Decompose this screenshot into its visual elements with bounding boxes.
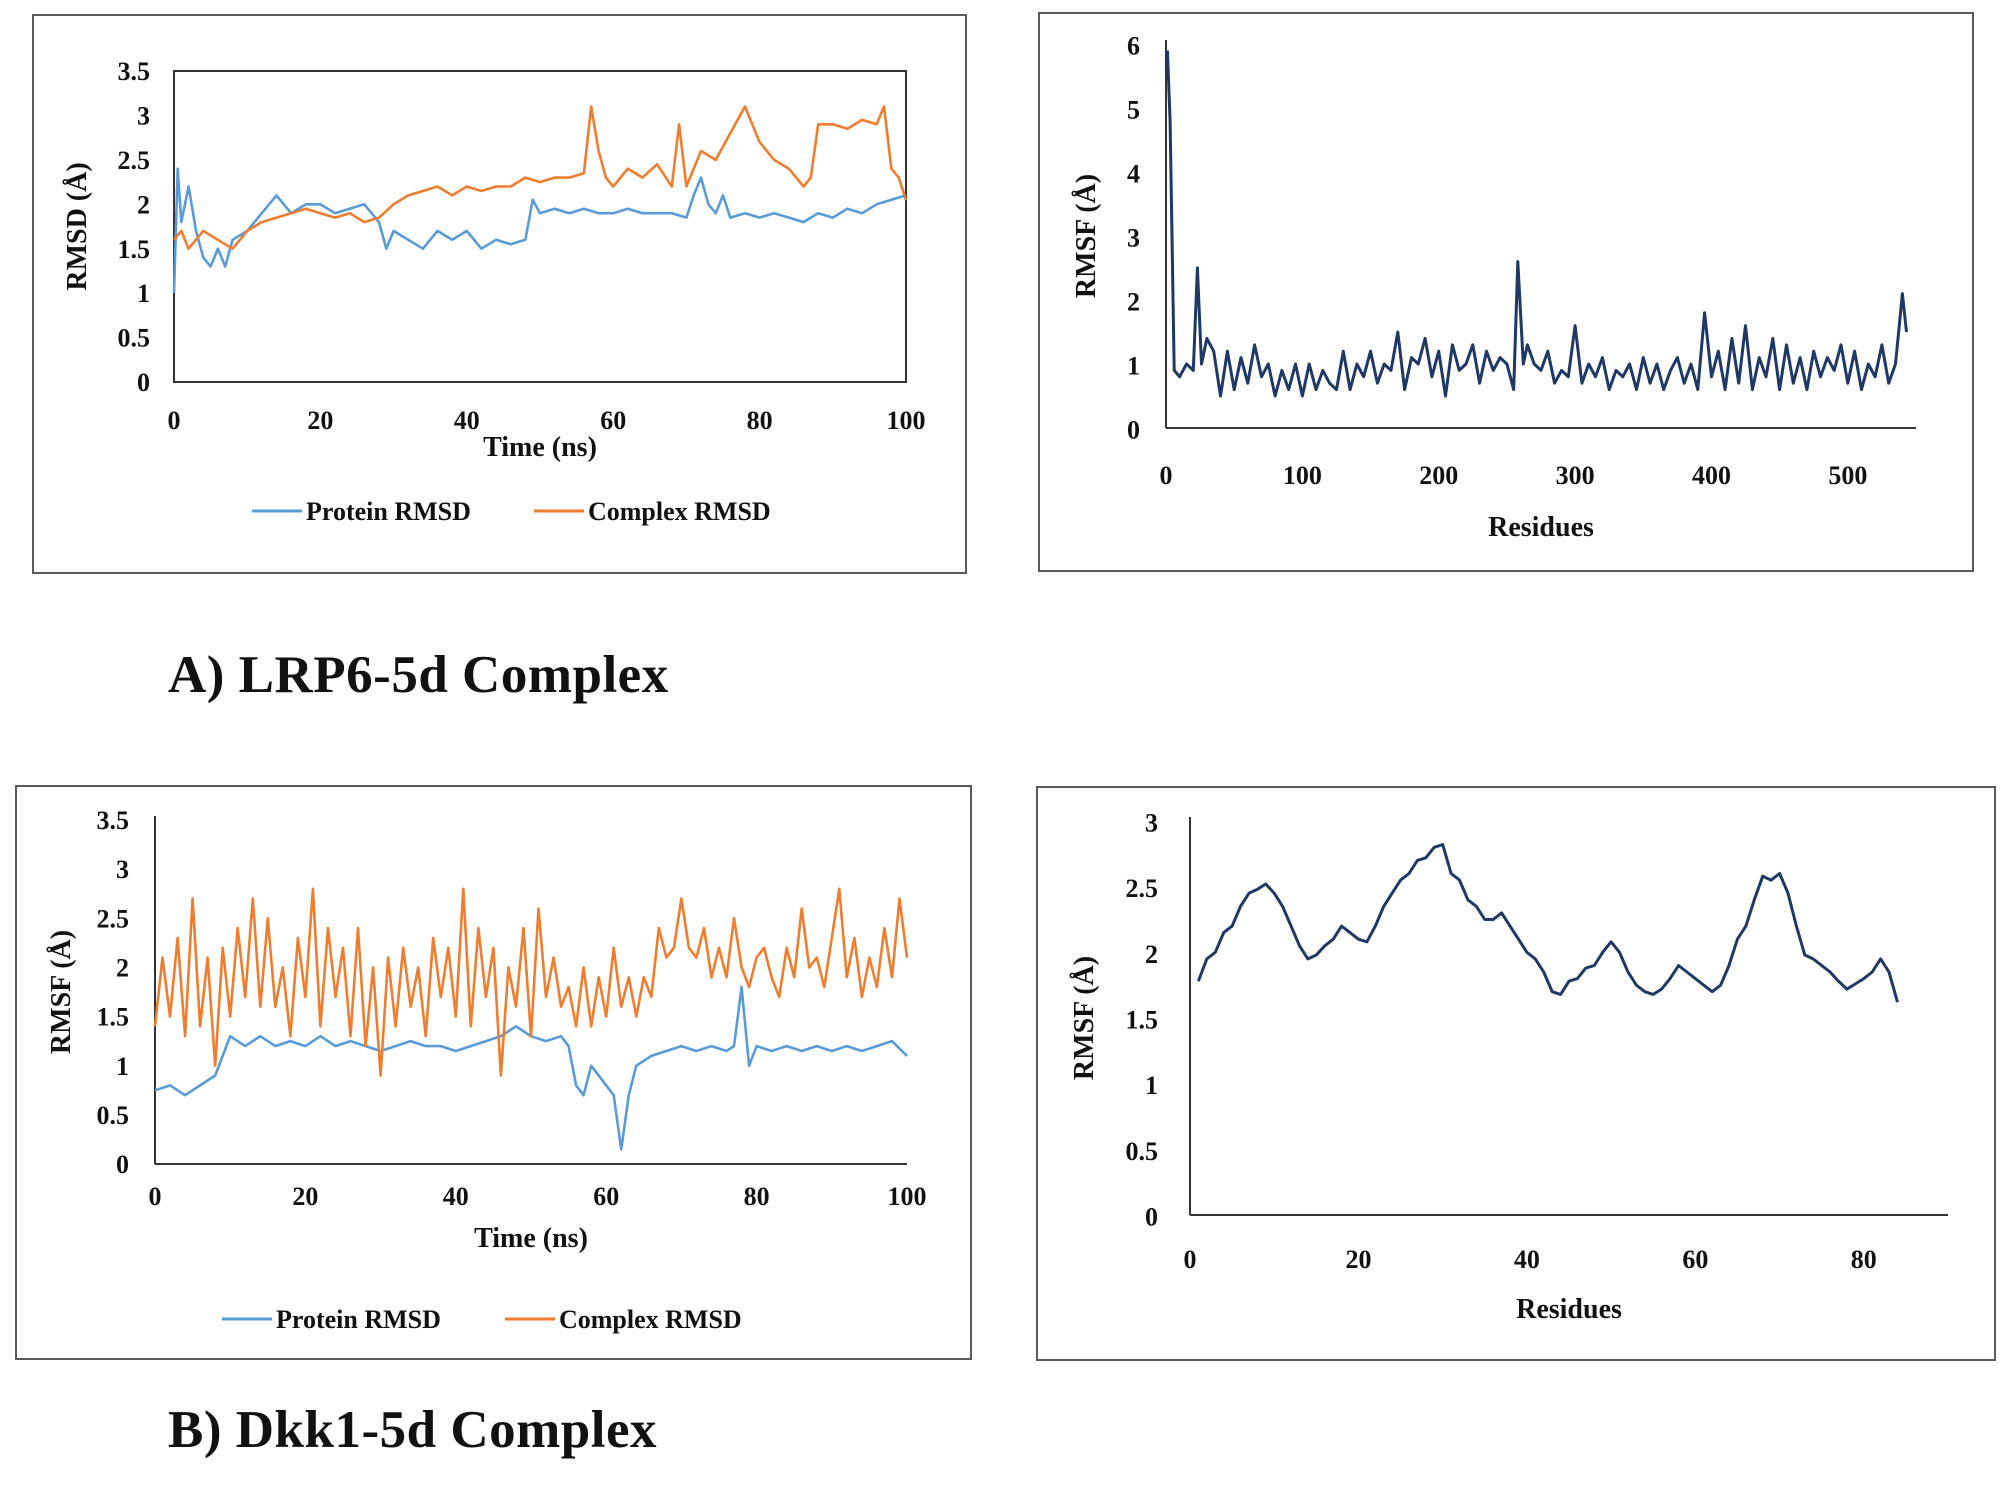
legend-label-protein: Protein RMSD — [276, 1305, 441, 1334]
x-axis-label: Time (ns) — [474, 1223, 588, 1254]
x-tick-label: 100 — [1283, 461, 1322, 490]
series-line-protein — [172, 167, 907, 294]
y-tick-label: 1.5 — [97, 1003, 130, 1032]
x-axis-label: Residues — [1488, 512, 1594, 543]
y-tick-label: 1 — [137, 279, 150, 308]
x-tick-label: 100 — [887, 406, 926, 435]
y-axis-label: RMSF (Å) — [1069, 956, 1100, 1080]
y-tick-label: 2 — [1127, 288, 1140, 317]
x-tick-label: 80 — [747, 406, 773, 435]
chart-a-rmsf: 0 1 2 3 4 5 6 0 100 200 300 400 500 Residues RMSF (Å) — [1071, 32, 1916, 543]
y-tick-label: 3.5 — [118, 57, 151, 86]
y-tick-label: 4 — [1127, 160, 1140, 189]
x-tick-label: 40 — [443, 1182, 469, 1211]
x-tick-label: 20 — [292, 1182, 318, 1211]
chart-panel-b-rmsd: 0 0.5 1 1.5 2 2.5 3 3.5 0 20 40 60 80 100 Time (ns) RMS… — [15, 785, 972, 1360]
y-tick-label: 5 — [1127, 96, 1140, 125]
plot-area-border — [173, 70, 907, 383]
y-tick-label: 2 — [1145, 940, 1158, 969]
x-tick-label: 100 — [888, 1182, 927, 1211]
y-tick-label: 2.5 — [118, 146, 151, 175]
y-tick-label: 0.5 — [1126, 1137, 1159, 1166]
x-tick-label: 300 — [1556, 461, 1595, 490]
x-tick-label: 0 — [149, 1182, 162, 1211]
x-tick-label: 40 — [1514, 1245, 1540, 1274]
y-tick-label: 0 — [137, 368, 150, 397]
y-tick-label: 1 — [1127, 352, 1140, 381]
chart-a-rmsd: 0 0.5 1 1.5 2 2.5 3 3.5 0 20 40 60 80 100 Time (ns) RMS… — [62, 57, 926, 526]
y-tick-label: 0.5 — [118, 324, 151, 353]
y-tick-label: 1 — [116, 1052, 129, 1081]
chart-panel-a-rmsd: 0 0.5 1 1.5 2 2.5 3 3.5 0 20 40 60 80 100 Time (ns) RMS… — [32, 14, 967, 574]
x-tick-label: 20 — [307, 406, 333, 435]
series-line-complex — [153, 887, 909, 1077]
x-tick-label: 40 — [454, 406, 480, 435]
y-axis-label: RMSF (Å) — [46, 930, 77, 1054]
x-tick-label: 20 — [1345, 1245, 1371, 1274]
y-tick-label: 0 — [1145, 1203, 1158, 1232]
y-tick-label: 0.5 — [97, 1101, 130, 1130]
y-axis-label: RMSD (Å) — [62, 162, 93, 290]
legend-label-complex: Complex RMSD — [559, 1305, 742, 1334]
y-tick-label: 2.5 — [97, 904, 130, 933]
y-tick-label: 0 — [1127, 416, 1140, 445]
x-tick-label: 400 — [1692, 461, 1731, 490]
caption-b: B) Dkk1-5d Complex — [168, 1401, 658, 1459]
x-tick-label: 0 — [1160, 461, 1173, 490]
caption-a: A) LRP6-5d Complex — [168, 646, 669, 704]
x-tick-label: 80 — [744, 1182, 770, 1211]
x-tick-label: 0 — [1184, 1245, 1197, 1274]
chart-b-rmsf: 0 0.5 1 1.5 2 2.5 3 0 20 40 60 80 Residues RMSF (Å) — [1069, 809, 1948, 1325]
x-tick-label: 0 — [168, 406, 181, 435]
y-tick-label: 1.5 — [118, 235, 151, 264]
y-tick-label: 1.5 — [1126, 1006, 1159, 1035]
y-tick-label: 0 — [116, 1150, 129, 1179]
chart-panel-a-rmsf: 0 1 2 3 4 5 6 0 100 200 300 400 500 Residues RMSF (Å) — [1038, 12, 1974, 572]
x-tick-label: 80 — [1851, 1245, 1877, 1274]
y-tick-label: 1 — [1145, 1071, 1158, 1100]
series-line-rmsf — [1196, 843, 1899, 1003]
x-axis-label: Residues — [1516, 1294, 1622, 1325]
y-tick-label: 3 — [137, 102, 150, 131]
x-axis-label: Time (ns) — [483, 432, 597, 463]
y-tick-label: 6 — [1127, 32, 1140, 61]
series-line-complex — [172, 105, 908, 250]
x-tick-label: 200 — [1419, 461, 1458, 490]
y-axis-label: RMSF (Å) — [1071, 174, 1102, 298]
chart-panel-b-rmsf: 0 0.5 1 1.5 2 2.5 3 0 20 40 60 80 Residues RMSF (Å) — [1036, 786, 1996, 1361]
y-tick-label: 3.5 — [97, 806, 130, 835]
x-tick-label: 60 — [600, 406, 626, 435]
y-tick-label: 3 — [1127, 224, 1140, 253]
x-tick-label: 60 — [593, 1182, 619, 1211]
legend-label-complex: Complex RMSD — [588, 497, 771, 526]
y-tick-label: 2 — [116, 954, 129, 983]
x-tick-label: 500 — [1828, 461, 1867, 490]
series-line-protein — [154, 985, 908, 1151]
chart-b-rmsd: 0 0.5 1 1.5 2 2.5 3 3.5 0 20 40 60 80 100 Time (ns) RMS… — [46, 806, 927, 1334]
x-tick-label: 60 — [1682, 1245, 1708, 1274]
legend-label-protein: Protein RMSD — [306, 497, 471, 526]
series-line-rmsf — [1165, 50, 1908, 398]
y-tick-label: 3 — [1145, 809, 1158, 838]
y-tick-label: 3 — [116, 855, 129, 884]
y-tick-label: 2.5 — [1126, 874, 1159, 903]
y-tick-label: 2 — [137, 190, 150, 219]
